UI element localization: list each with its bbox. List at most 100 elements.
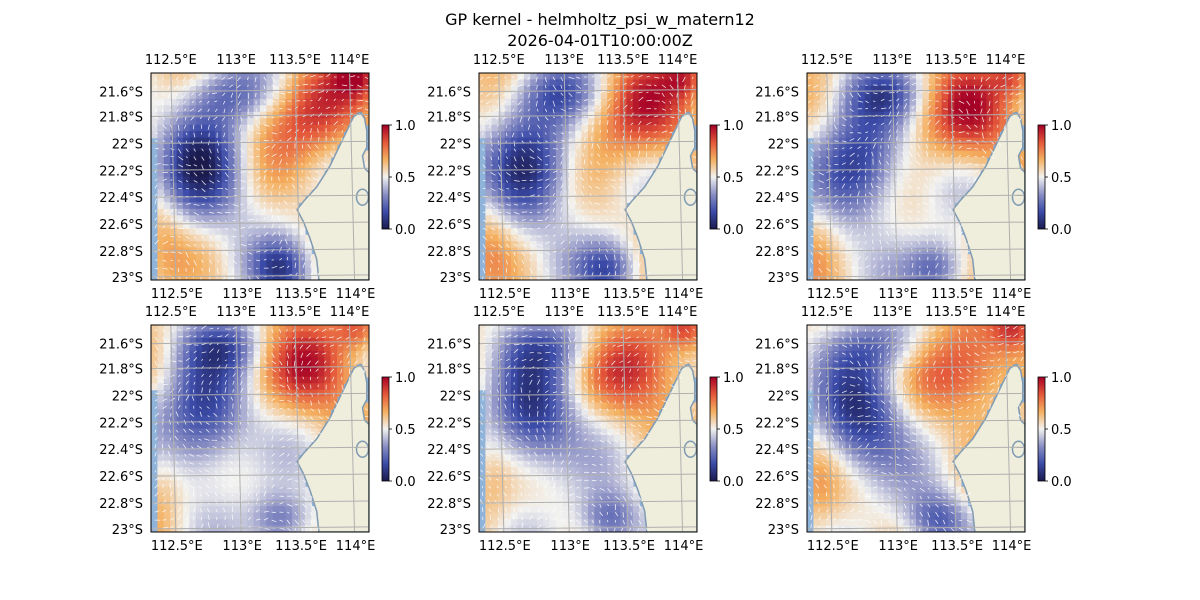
figure-subtitle: 2026-04-01T10:00:00Z — [507, 31, 693, 50]
lon-tick-bottom: 113.5°E — [931, 539, 983, 554]
lon-tick-top: 113.5°E — [925, 305, 977, 320]
lat-tick: 22.6°S — [427, 218, 471, 233]
lon-tick-bottom: 113.5°E — [275, 287, 327, 302]
lat-gridline — [807, 274, 1025, 278]
lon-tick-top: 112.5°E — [473, 53, 525, 68]
colorbar-tick: 0.0 — [1051, 223, 1072, 238]
colorbar-tick: 0.0 — [395, 475, 416, 490]
lon-tick-top: 113.5°E — [597, 53, 649, 68]
lon-tick-bottom: 113.5°E — [603, 287, 655, 302]
lat-tick: 21.6°S — [427, 86, 471, 101]
lat-gridline — [479, 365, 697, 369]
lat-tick: 22.4°S — [99, 443, 143, 458]
lat-tick: 22.4°S — [755, 443, 799, 458]
lat-tick: 22.8°S — [427, 497, 471, 512]
map-panel: 112.5°E 112.5°E 113°E 113°E 113.5°E 113.5°E 11… — [755, 53, 1071, 302]
lon-gridline — [622, 325, 629, 532]
lon-tick-top: 113°E — [544, 305, 584, 320]
lat-gridline — [151, 392, 369, 396]
colorbar — [381, 124, 390, 230]
lat-gridline — [479, 419, 697, 423]
lon-tick-bottom: 114°E — [336, 539, 376, 554]
lat-tick: 23°S — [440, 271, 471, 286]
lon-tick-top: 113.5°E — [269, 305, 321, 320]
lon-gridline — [891, 73, 898, 280]
lat-gridline — [807, 113, 1025, 117]
lat-gridline — [479, 473, 697, 477]
lat-gridline — [807, 500, 1025, 504]
lat-tick: 21.8°S — [99, 362, 143, 377]
lon-tick-top: 113.5°E — [597, 305, 649, 320]
lat-tick: 22.2°S — [755, 416, 799, 431]
lon-tick-top: 113°E — [872, 305, 912, 320]
lat-tick: 21.8°S — [755, 362, 799, 377]
lon-tick-top: 113°E — [872, 53, 912, 68]
lat-tick: 22.8°S — [755, 497, 799, 512]
lat-gridline — [807, 140, 1025, 144]
lat-gridline — [151, 89, 369, 93]
lon-gridline — [826, 325, 833, 532]
colorbar-tick: 1.0 — [1051, 371, 1072, 386]
colorbar-tick: 0.5 — [1051, 171, 1072, 186]
lon-gridline — [235, 325, 242, 532]
lat-gridline — [151, 473, 369, 477]
map-panel: 112.5°E 112.5°E 113°E 113°E 113.5°E 113.5°E 11… — [755, 305, 1071, 554]
lat-gridline — [151, 194, 369, 198]
lat-gridline — [151, 419, 369, 423]
lon-gridline — [349, 325, 356, 532]
lon-tick-top: 114°E — [658, 305, 698, 320]
lon-tick-bottom: 113°E — [550, 539, 590, 554]
lon-gridline — [498, 325, 505, 532]
colorbar-tick: 0.5 — [1051, 423, 1072, 438]
lon-tick-top: 114°E — [658, 53, 698, 68]
lon-gridline — [1005, 325, 1012, 532]
colorbar-tick: 0.5 — [395, 171, 416, 186]
lat-gridline — [151, 500, 369, 504]
colorbar — [1037, 376, 1046, 482]
lat-tick: 23°S — [440, 523, 471, 538]
lat-tick: 22.2°S — [427, 164, 471, 179]
lat-tick: 23°S — [112, 271, 143, 286]
lat-tick: 21.8°S — [755, 110, 799, 125]
colorbar — [709, 376, 718, 482]
colorbar — [709, 124, 718, 230]
lat-gridline — [807, 365, 1025, 369]
lat-gridline — [807, 473, 1025, 477]
map-panel: 112.5°E 112.5°E 113°E 113°E 113.5°E 113.5°E 11… — [99, 305, 415, 554]
lon-tick-top: 114°E — [986, 305, 1026, 320]
lon-gridline — [891, 325, 898, 532]
lat-gridline — [807, 248, 1025, 252]
lat-gridline — [151, 341, 369, 345]
lat-tick: 22°S — [112, 137, 143, 152]
lon-tick-bottom: 113°E — [222, 287, 262, 302]
lat-tick: 22.4°S — [427, 443, 471, 458]
lon-gridline — [563, 325, 570, 532]
lon-tick-bottom: 114°E — [664, 539, 704, 554]
lat-tick: 22.6°S — [755, 470, 799, 485]
colorbar-tick: 0.0 — [1051, 475, 1072, 490]
map-panel: 112.5°E 112.5°E 113°E 113°E 113.5°E 113.5°E 11… — [427, 305, 743, 554]
lon-tick-bottom: 113.5°E — [603, 539, 655, 554]
lat-gridline — [479, 221, 697, 225]
lat-tick: 22.8°S — [99, 497, 143, 512]
lon-gridline — [826, 73, 833, 280]
lat-gridline — [479, 194, 697, 198]
lon-gridline — [677, 73, 684, 280]
lat-tick: 22°S — [440, 389, 471, 404]
lat-tick: 21.8°S — [99, 110, 143, 125]
colorbar-tick: 1.0 — [723, 119, 744, 134]
lat-gridline — [151, 526, 369, 530]
lat-gridline — [479, 140, 697, 144]
lat-gridline — [151, 113, 369, 117]
lon-tick-top: 113°E — [216, 53, 256, 68]
lon-tick-bottom: 114°E — [992, 539, 1032, 554]
lat-gridline — [151, 140, 369, 144]
lat-tick: 21.6°S — [427, 338, 471, 353]
lat-tick: 22.8°S — [427, 245, 471, 260]
lat-tick: 21.6°S — [755, 86, 799, 101]
lon-tick-bottom: 112.5°E — [807, 539, 859, 554]
lat-gridline — [151, 167, 369, 171]
lon-gridline — [349, 73, 356, 280]
lat-tick: 22.6°S — [427, 470, 471, 485]
lat-gridline — [479, 446, 697, 450]
